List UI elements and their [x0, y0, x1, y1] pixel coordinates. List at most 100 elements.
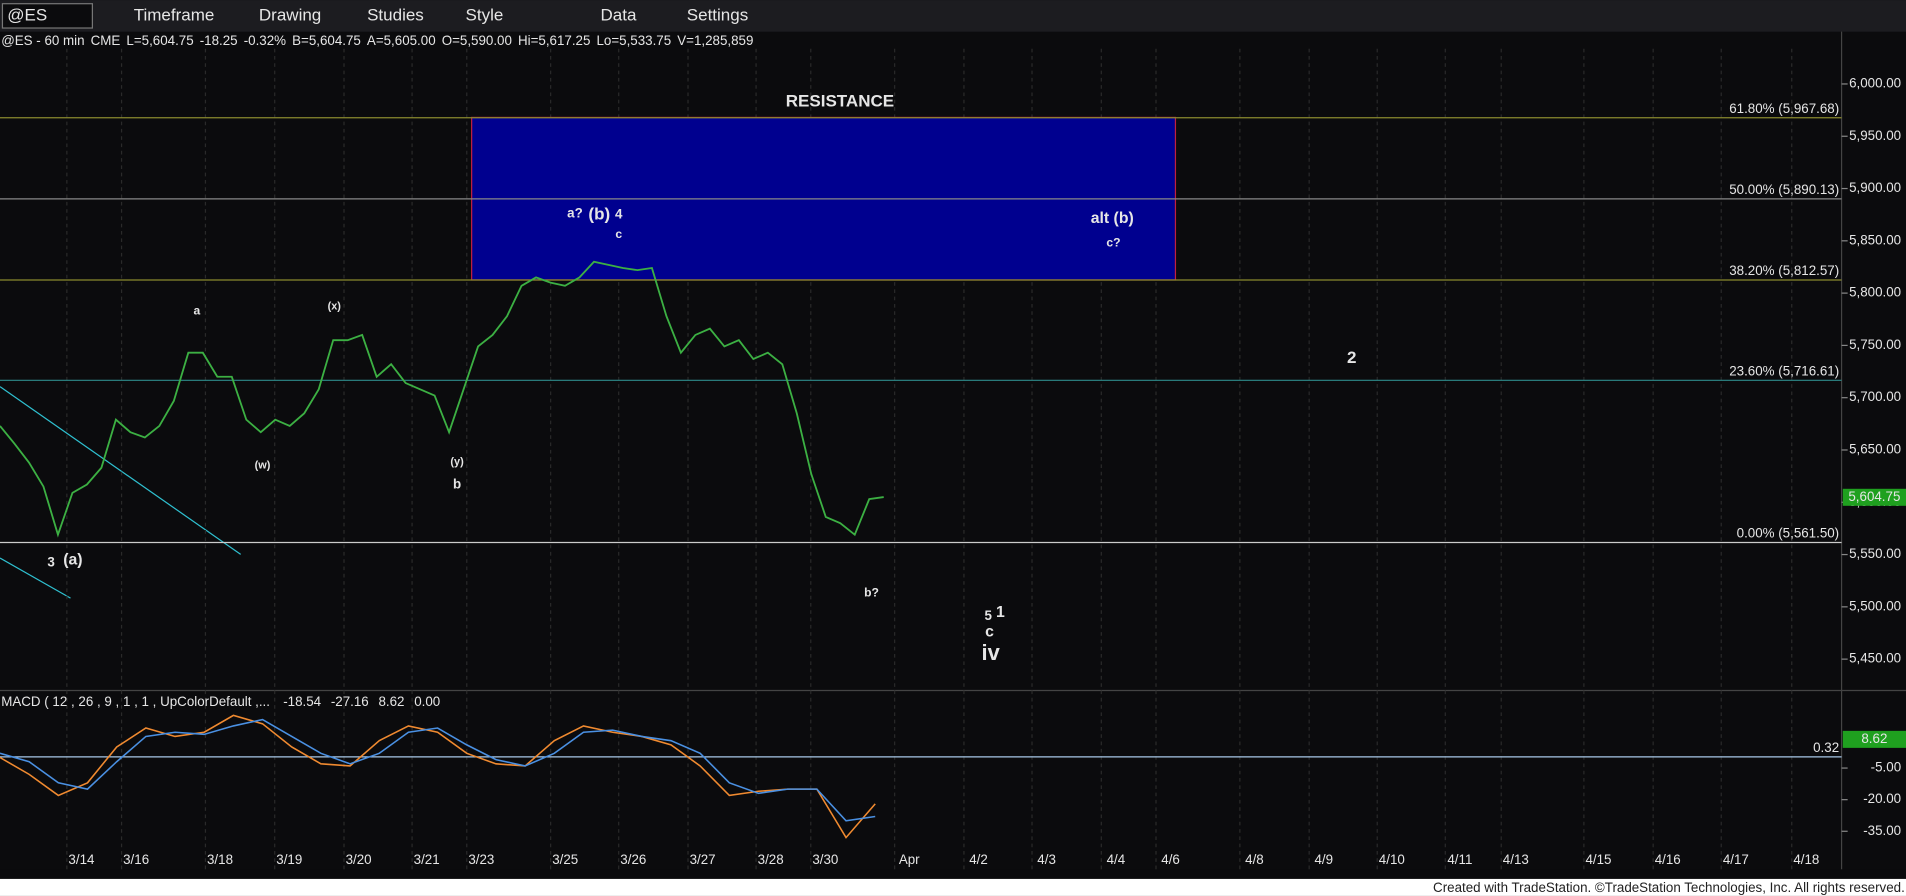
wave-label: 4 [615, 207, 623, 222]
y-tick-label: -20.00 [1863, 791, 1901, 806]
wave-label: (w) [255, 460, 271, 472]
wave-label: c [985, 623, 994, 640]
y-tick-label: 5,450.00 [1849, 651, 1901, 666]
macd-readout: 0.00 [414, 694, 440, 709]
price-line [0, 260, 884, 538]
y-tick-label: 5,500.00 [1849, 598, 1901, 613]
trend-line [0, 386, 242, 555]
macd-last-box [1842, 730, 1906, 748]
date-label: 3/25 [552, 852, 578, 867]
date-label: 4/4 [1107, 852, 1126, 867]
macd-title: MACD ( 12 , 26 , 9 , 1 , 1 , UpColorDefa… [1, 694, 270, 709]
date-label: 4/3 [1037, 852, 1056, 867]
wave-label: (y) [450, 456, 464, 468]
date-label: 4/15 [1585, 852, 1611, 867]
wave-label: c [615, 227, 622, 241]
symbol-box[interactable] [1, 3, 93, 29]
toolbar-button[interactable]: Data [600, 5, 636, 24]
date-label: 4/6 [1161, 852, 1180, 867]
date-label: 4/13 [1503, 852, 1529, 867]
quote-field: @ES - 60 min [1, 33, 84, 48]
quote-field: -0.32% [244, 33, 286, 48]
y-tick-label: -35.00 [1863, 823, 1901, 838]
wave-label: b [453, 477, 461, 492]
fib-label: 23.60% (5,716.61) [1729, 363, 1839, 378]
toolbar-button[interactable]: Timeframe [134, 5, 215, 24]
y-tick-label: 6,000.00 [1849, 75, 1901, 90]
last-price-box [1842, 488, 1906, 506]
date-label: 3/18 [207, 852, 233, 867]
footer: Created with TradeStation. ©TradeStation… [1433, 880, 1905, 895]
y-tick-label: 5,900.00 [1849, 180, 1901, 195]
quote-field: Lo=5,533.75 [596, 33, 671, 48]
symbol: @ES [7, 5, 47, 24]
trend-line [0, 557, 71, 599]
y-tick-label: 5,850.00 [1849, 232, 1901, 247]
macd-line [0, 718, 876, 822]
date-label: 3/21 [414, 852, 440, 867]
macd-last-label: 8.62 [1861, 731, 1887, 746]
fib-label: 50.00% (5,890.13) [1729, 182, 1839, 197]
date-label: 3/26 [620, 852, 646, 867]
fib-label: 38.20% (5,812.57) [1729, 263, 1839, 278]
wave-label: 3 [47, 554, 54, 569]
wave-label: a? [567, 206, 583, 221]
date-label: Apr [899, 852, 920, 867]
toolbar-button[interactable]: Drawing [259, 5, 321, 24]
toolbar-button[interactable]: Settings [687, 5, 748, 24]
y-tick-label: 5,750.00 [1849, 337, 1901, 352]
date-label: 3/27 [690, 852, 716, 867]
wave-label: b? [864, 585, 879, 599]
wave-label: 5 [985, 608, 993, 623]
date-label: 3/20 [346, 852, 372, 867]
y-tick-label: 5,700.00 [1849, 389, 1901, 404]
wave-label: (a) [63, 552, 82, 569]
date-label: 3/19 [276, 852, 302, 867]
quote-field: Hi=5,617.25 [518, 33, 590, 48]
footer-bar [0, 878, 1906, 896]
axis-strip [0, 869, 1906, 879]
quote-field: -18.25 [200, 33, 238, 48]
wave-label: 1 [996, 604, 1005, 621]
toolbar [0, 0, 1906, 32]
date-label: 4/9 [1314, 852, 1333, 867]
wave-label: iv [982, 640, 1001, 665]
y-tick-label: -5.00 [1871, 760, 1901, 775]
quote-field: B=5,604.75 [292, 33, 361, 48]
quote-field: V=1,285,859 [677, 33, 753, 48]
macd-readout: 8.62 [378, 694, 404, 709]
date-label: 4/18 [1793, 852, 1819, 867]
last-price-label: 5,604.75 [1848, 489, 1900, 504]
wave-label: (b) [588, 205, 610, 224]
quote-field: L=5,604.75 [126, 33, 193, 48]
wave-label: c? [1106, 235, 1120, 249]
fib-label: 61.80% (5,967.68) [1729, 101, 1839, 116]
y-tick-label: 5,650.00 [1849, 442, 1901, 457]
quote-field: A=5,605.00 [367, 33, 436, 48]
wave-label: 2 [1347, 348, 1356, 367]
toolbar-button[interactable]: Studies [367, 5, 424, 24]
wave-label: (x) [328, 300, 342, 312]
macd-line [0, 714, 876, 839]
date-label: 3/30 [812, 852, 838, 867]
wave-label: a [194, 303, 201, 317]
quote-field: O=5,590.00 [442, 33, 512, 48]
y-tick-label: 5,550.00 [1849, 546, 1901, 561]
date-label: 3/14 [68, 852, 95, 867]
y-tick-label: 5,800.00 [1849, 285, 1901, 300]
date-label: 4/10 [1379, 852, 1405, 867]
macd-readout: -18.54 [283, 694, 321, 709]
y-tick-label: 5,950.00 [1849, 128, 1901, 143]
date-label: 4/17 [1723, 852, 1749, 867]
date-label: 3/16 [123, 852, 149, 867]
toolbar-button[interactable]: Style [466, 5, 504, 24]
date-label: 4/11 [1447, 852, 1472, 867]
macd-readout: -27.16 [331, 694, 369, 709]
fib-label: 0.00% (5,561.50) [1737, 526, 1840, 541]
date-label: 4/2 [969, 852, 988, 867]
wave-label: alt (b) [1091, 210, 1134, 227]
quote-field: CME [91, 33, 121, 48]
resistance-label: RESISTANCE [786, 92, 894, 111]
